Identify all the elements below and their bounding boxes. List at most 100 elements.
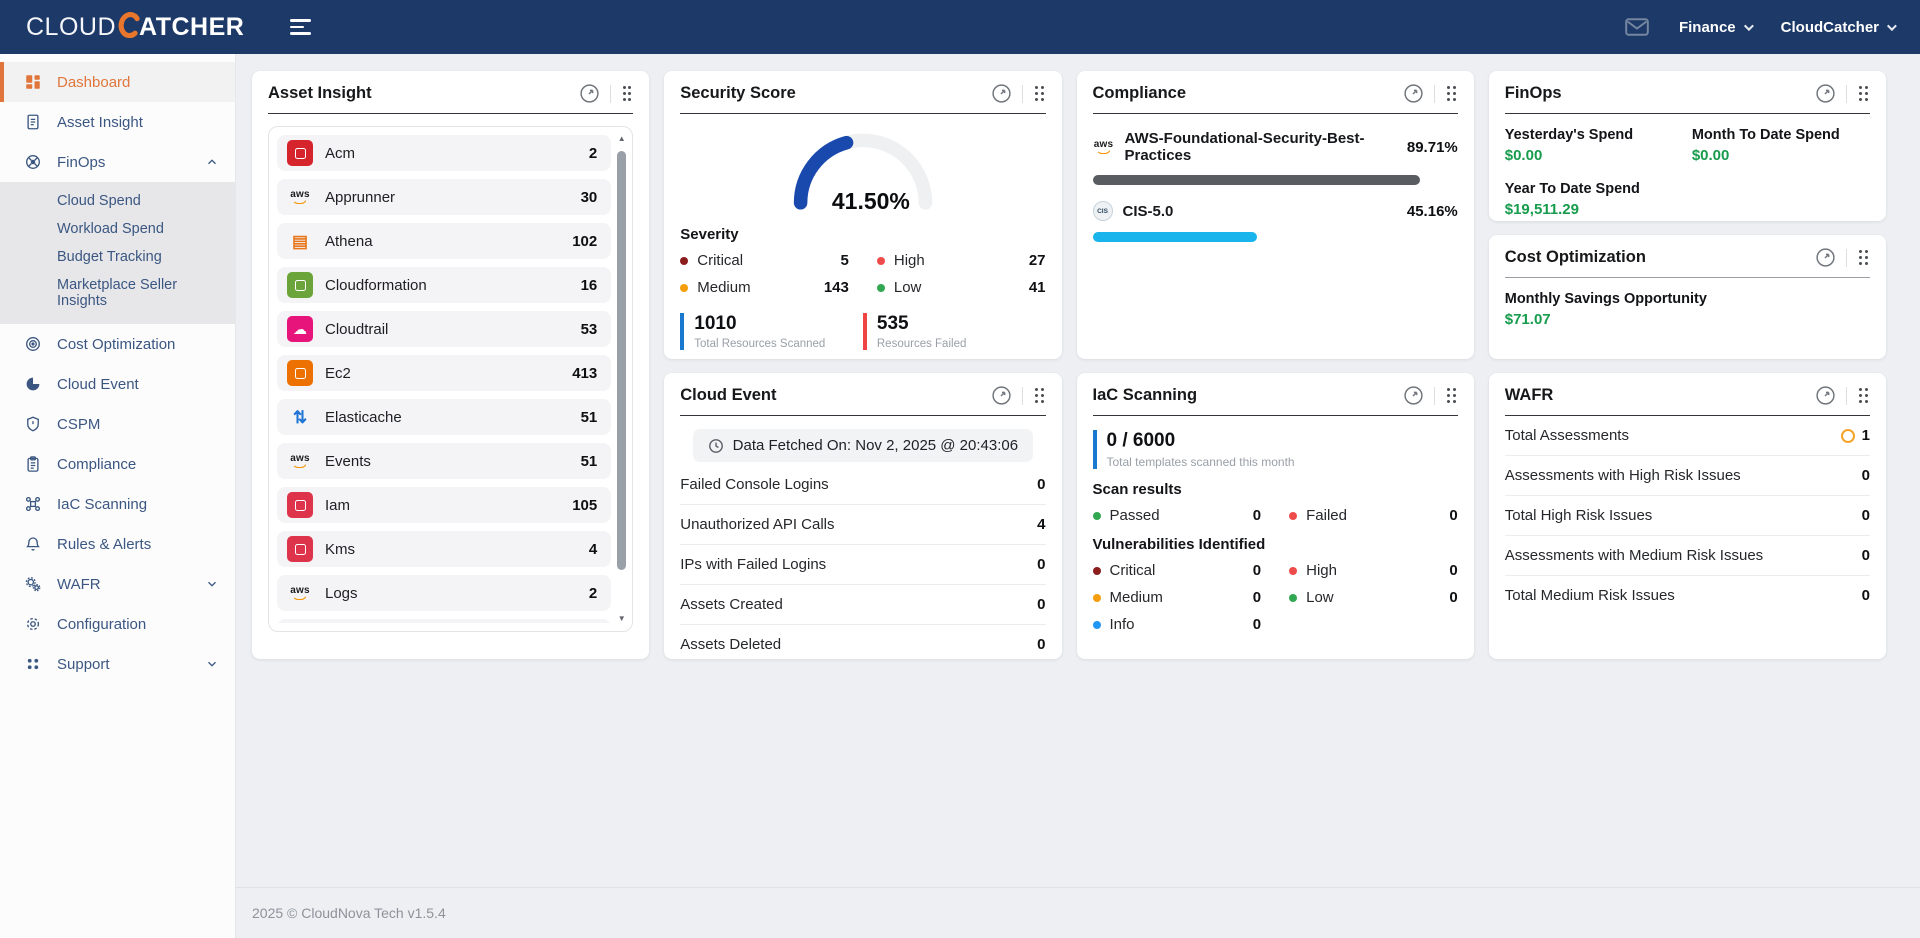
scrollbar-thumb[interactable]	[617, 151, 626, 570]
sidebar-item-label: CSPM	[57, 416, 219, 433]
sidebar-item-cspm[interactable]: CSPM	[0, 404, 235, 444]
compliance-row-aws-fsbp[interactable]: aws AWS-Foundational-Security-Best-Pract…	[1093, 130, 1458, 185]
severity-critical: Critical5	[680, 252, 849, 269]
drag-handle-icon[interactable]	[1033, 386, 1046, 404]
sidebar-item-configuration[interactable]: Configuration	[0, 604, 235, 644]
sidebar-item-label: IaC Scanning	[57, 496, 219, 513]
scroll-down-icon[interactable]: ▼	[618, 615, 626, 623]
spinner-ring-icon	[1841, 429, 1855, 443]
card-title: Asset Insight	[268, 84, 579, 103]
severity-dot	[1093, 567, 1101, 575]
asset-count: 2	[589, 585, 597, 602]
asset-row-cloudformation[interactable]: Cloudformation 16	[277, 267, 611, 303]
asset-row-iam[interactable]: Iam 105	[277, 487, 611, 523]
chevron-down-icon	[205, 577, 219, 591]
compliance-row-cis[interactable]: CIS CIS-5.0 45.16%	[1093, 201, 1458, 242]
card-title: IaC Scanning	[1093, 386, 1404, 405]
sidebar-item-compliance[interactable]: Compliance	[0, 444, 235, 484]
gauge-link-icon[interactable]	[991, 385, 1012, 406]
submenu-item-marketplace-seller-insights[interactable]: Marketplace Seller Insights	[0, 271, 235, 315]
sidebar-item-rules-alerts[interactable]: Rules & Alerts	[0, 524, 235, 564]
sidebar-item-asset-insight[interactable]: Asset Insight	[0, 102, 235, 142]
compliance-percent: 89.71%	[1407, 139, 1458, 156]
sidebar-item-cost-optimization[interactable]: Cost Optimization	[0, 324, 235, 364]
command-icon	[23, 495, 43, 513]
security-score-card: Security Score 41.50% Severity	[664, 71, 1061, 359]
mail-icon[interactable]	[1625, 18, 1649, 36]
gauge-link-icon[interactable]	[579, 83, 600, 104]
gauge-link-icon[interactable]	[1815, 385, 1836, 406]
severity-dot	[680, 257, 688, 265]
drag-handle-icon[interactable]	[1857, 248, 1870, 266]
sidebar-item-finops[interactable]: FinOps	[0, 142, 235, 182]
asset-count: 2	[589, 145, 597, 162]
asset-row-ec2[interactable]: Ec2 413	[277, 355, 611, 391]
brand-logo[interactable]: CLOUD ATCHER	[26, 11, 244, 43]
wafr-row-total-high-risk: Total High Risk Issues0	[1505, 496, 1870, 536]
drag-handle-icon[interactable]	[1857, 84, 1870, 102]
asset-row-logs[interactable]: aws Logs 2	[277, 575, 611, 611]
wafr-row-total-medium-risk: Total Medium Risk Issues0	[1505, 576, 1870, 615]
asset-count: 413	[572, 365, 597, 382]
clipboard-icon	[23, 455, 43, 473]
bell-icon	[23, 535, 43, 553]
asset-row-acm[interactable]: Acm 2	[277, 135, 611, 171]
asset-row-athena[interactable]: ▤ Athena 102	[277, 223, 611, 259]
asset-name: Iam	[325, 497, 560, 514]
submenu-item-workload-spend[interactable]: Workload Spend	[0, 215, 235, 243]
sidebar-item-label: Compliance	[57, 456, 219, 473]
drag-handle-icon[interactable]	[1857, 386, 1870, 404]
sidebar-item-dashboard[interactable]: Dashboard	[0, 62, 235, 102]
metric-monthly-savings: Monthly Savings Opportunity $71.07	[1505, 291, 1870, 328]
drag-handle-icon[interactable]	[1445, 84, 1458, 102]
asset-count: 105	[572, 497, 597, 514]
sidebar-item-iac-scanning[interactable]: IaC Scanning	[0, 484, 235, 524]
vuln-low: Low0	[1289, 589, 1458, 606]
chevron-down-icon	[205, 657, 219, 671]
vuln-info: Info0	[1093, 616, 1262, 633]
drag-handle-icon[interactable]	[621, 84, 634, 102]
sidebar-item-wafr[interactable]: WAFR	[0, 564, 235, 604]
asset-row-elasticache[interactable]: ⇅ Elasticache 51	[277, 399, 611, 435]
sidebar-item-support[interactable]: Support	[0, 644, 235, 684]
org-dropdown[interactable]: Finance	[1679, 19, 1751, 36]
asset-count: 51	[581, 409, 598, 426]
gauge-link-icon[interactable]	[1815, 83, 1836, 104]
gauge-link-icon[interactable]	[991, 83, 1012, 104]
gauge-link-icon[interactable]	[1815, 247, 1836, 268]
gauge-link-icon[interactable]	[1403, 83, 1424, 104]
gauge-link-icon[interactable]	[1403, 385, 1424, 406]
asset-row-kms[interactable]: Kms 4	[277, 531, 611, 567]
sidebar-toggle-hamburger-icon[interactable]	[284, 13, 317, 41]
event-row-ips-failed-logins: IPs with Failed Logins0	[680, 545, 1045, 585]
card-title: Security Score	[680, 84, 991, 103]
severity-heading: Severity	[680, 226, 1045, 243]
asset-row-cloudtrail[interactable]: ☁ Cloudtrail 53	[277, 311, 611, 347]
asset-list-scrollbar[interactable]: ▲ ▼	[615, 135, 628, 623]
asset-count: 51	[581, 453, 598, 470]
asset-name: Events	[325, 453, 569, 470]
asset-insight-card: Asset Insight Acm 2	[252, 71, 649, 659]
divider	[1846, 387, 1847, 405]
cost-optimization-card: Cost Optimization Monthly Savings Opport…	[1489, 235, 1886, 359]
asset-row-events[interactable]: aws Events 51	[277, 443, 611, 479]
stat-resources-failed: 535 Resources Failed	[863, 313, 1046, 350]
wafr-row-medium-risk-assessments: Assessments with Medium Risk Issues0	[1505, 536, 1870, 576]
submenu-item-budget-tracking[interactable]: Budget Tracking	[0, 243, 235, 271]
asset-row-apprunner[interactable]: aws Apprunner 30	[277, 179, 611, 215]
drag-handle-icon[interactable]	[1033, 84, 1046, 102]
cloud-event-card: Cloud Event Data Fetched On: Nov 2, 2025…	[664, 373, 1061, 659]
severity-dot	[1093, 621, 1101, 629]
submenu-item-cloud-spend[interactable]: Cloud Spend	[0, 187, 235, 215]
templates-scanned-counter: 0 / 6000 Total templates scanned this mo…	[1093, 430, 1458, 469]
scroll-up-icon[interactable]: ▲	[618, 135, 626, 143]
asset-name: Acm	[325, 145, 577, 162]
severity-dot	[1093, 594, 1101, 602]
drag-handle-icon[interactable]	[1445, 386, 1458, 404]
sidebar-item-cloud-event[interactable]: Cloud Event	[0, 364, 235, 404]
card-title: Cost Optimization	[1505, 248, 1816, 267]
asset-row-memorydb[interactable]: aws Memorydb 354	[277, 619, 611, 623]
aws-logo-icon: aws	[287, 580, 313, 606]
tenant-dropdown[interactable]: CloudCatcher	[1781, 19, 1894, 36]
asset-name: Cloudtrail	[325, 321, 569, 338]
